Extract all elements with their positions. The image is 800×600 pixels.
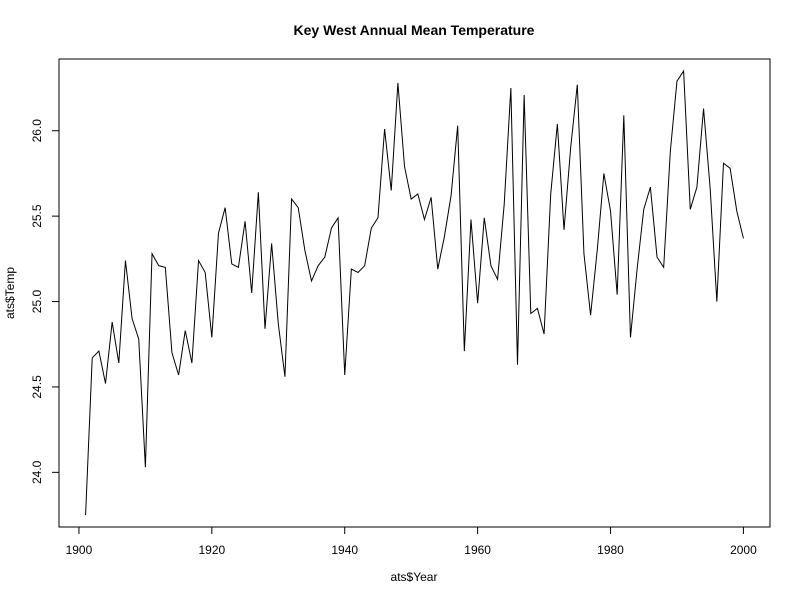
x-axis-label: ats$Year [391, 570, 438, 584]
y-tick-label: 24.0 [30, 460, 44, 484]
chart-title: Key West Annual Mean Temperature [294, 22, 535, 38]
x-tick-label: 1900 [66, 543, 93, 557]
y-tick-label: 26.0 [30, 119, 44, 143]
plot-area-frame [58, 58, 771, 528]
temperature-series-line [85, 69, 744, 516]
x-tick-label: 1980 [597, 543, 624, 557]
y-axis: 24.0 24.5 25.0 25.5 26.0 [30, 119, 60, 484]
y-tick-label: 25.0 [30, 290, 44, 314]
y-tick-label: 25.5 [30, 204, 44, 228]
x-axis: 1900 1920 1940 1960 1980 2000 [66, 526, 757, 557]
y-axis-label: ats$Temp [3, 267, 17, 319]
x-tick-label: 1920 [198, 543, 225, 557]
x-tick-label: 1960 [464, 543, 491, 557]
x-tick-label: 2000 [730, 543, 757, 557]
x-tick-label: 1940 [331, 543, 358, 557]
y-tick-label: 24.5 [30, 375, 44, 399]
